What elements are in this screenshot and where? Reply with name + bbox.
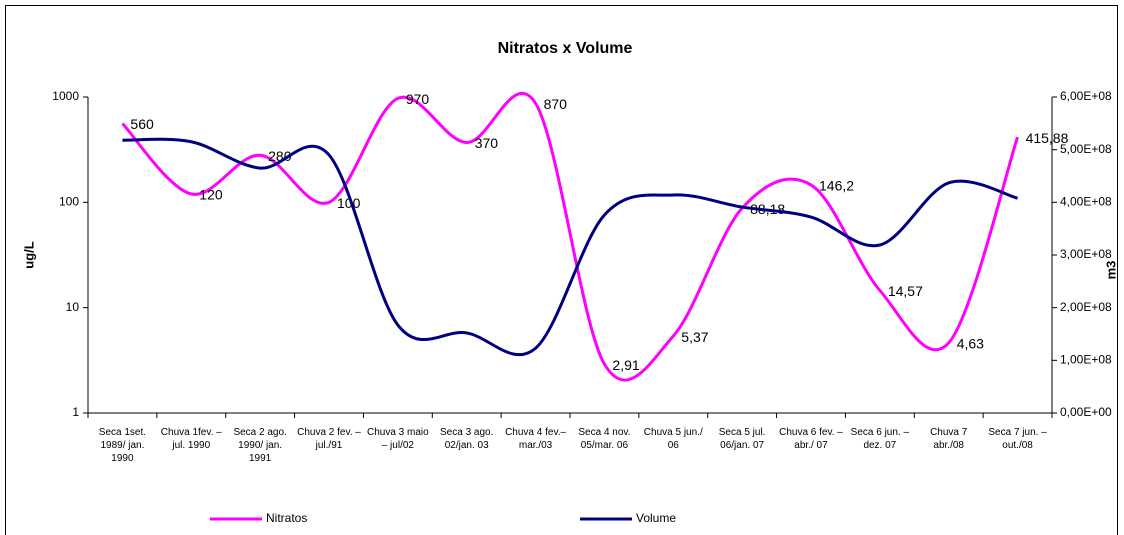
data-label: 970 [406,91,430,107]
chart-title: Nitratos x Volume [498,40,633,57]
x-tick-label: Chuva 4 fev.– mar./03 [505,427,567,451]
y2-tick-label: 3,00E+08 [1060,247,1112,261]
data-label: 120 [199,187,223,203]
series-line [121,92,1019,382]
x-tick-label: Seca 6 jun. – dez. 07 [850,427,910,451]
y2-tick-label: 1,00E+08 [1060,353,1112,367]
y2-tick-label: 0,00E+00 [1060,405,1112,419]
y2-tick-label: 5,00E+08 [1060,142,1112,156]
y2-tick-label: 6,00E+08 [1060,89,1112,103]
legend-label: Nitratos [266,511,307,525]
y-tick-label: 100 [59,195,79,209]
x-tick-label: Seca 1set. 1989/ jan. 1990 [98,427,147,464]
x-tick-label: Seca 3 ago. 02/jan. 03 [440,427,494,451]
x-tick-label: Seca 5 jul. 06/jan. 07 [718,427,766,451]
y-tick-label: 10 [66,300,80,314]
y2-axis-title: m3 [1103,261,1118,280]
data-label: 870 [544,96,568,112]
data-label: 14,57 [888,283,923,299]
data-label: 560 [130,116,154,132]
data-label: 146,2 [819,178,854,194]
x-tick-label: Chuva 7 abr./08 [930,427,968,451]
x-tick-label: Seca 4 nov. 05/mar. 06 [578,427,631,451]
x-tick-label: Seca 2 ago. 1990/ jan. 1991 [233,427,287,464]
x-tick-label: Chuva 1fev. – jul. 1990 [160,427,222,451]
data-label: 370 [475,135,499,151]
y2-tick-label: 2,00E+08 [1060,300,1112,314]
x-tick-label: Chuva 2 fev. – jul./91 [297,427,361,451]
data-label: 280 [268,148,292,164]
y-tick-label: 1000 [52,89,79,103]
y2-tick-label: 4,00E+08 [1060,195,1112,209]
series-line [122,137,1018,357]
data-label: 100 [337,195,361,211]
legend-label: Volume [636,511,676,525]
data-label: 2,91 [612,357,639,373]
chart-frame [5,5,1118,535]
y-tick-label: 1 [72,405,79,419]
data-label: 415,88 [1026,130,1069,146]
data-label: 5,37 [681,329,708,345]
x-tick-label: Chuva 6 fev. – abr./ 07 [779,427,843,451]
data-label: 4,63 [957,336,984,352]
x-tick-label: Chuva 5 jun./ 06 [643,427,703,451]
x-tick-label: Chuva 3 maio – jul/02 [366,427,429,451]
y-axis-title: ug/L [21,241,36,268]
x-tick-label: Seca 7 jun. – out./08 [988,427,1047,451]
